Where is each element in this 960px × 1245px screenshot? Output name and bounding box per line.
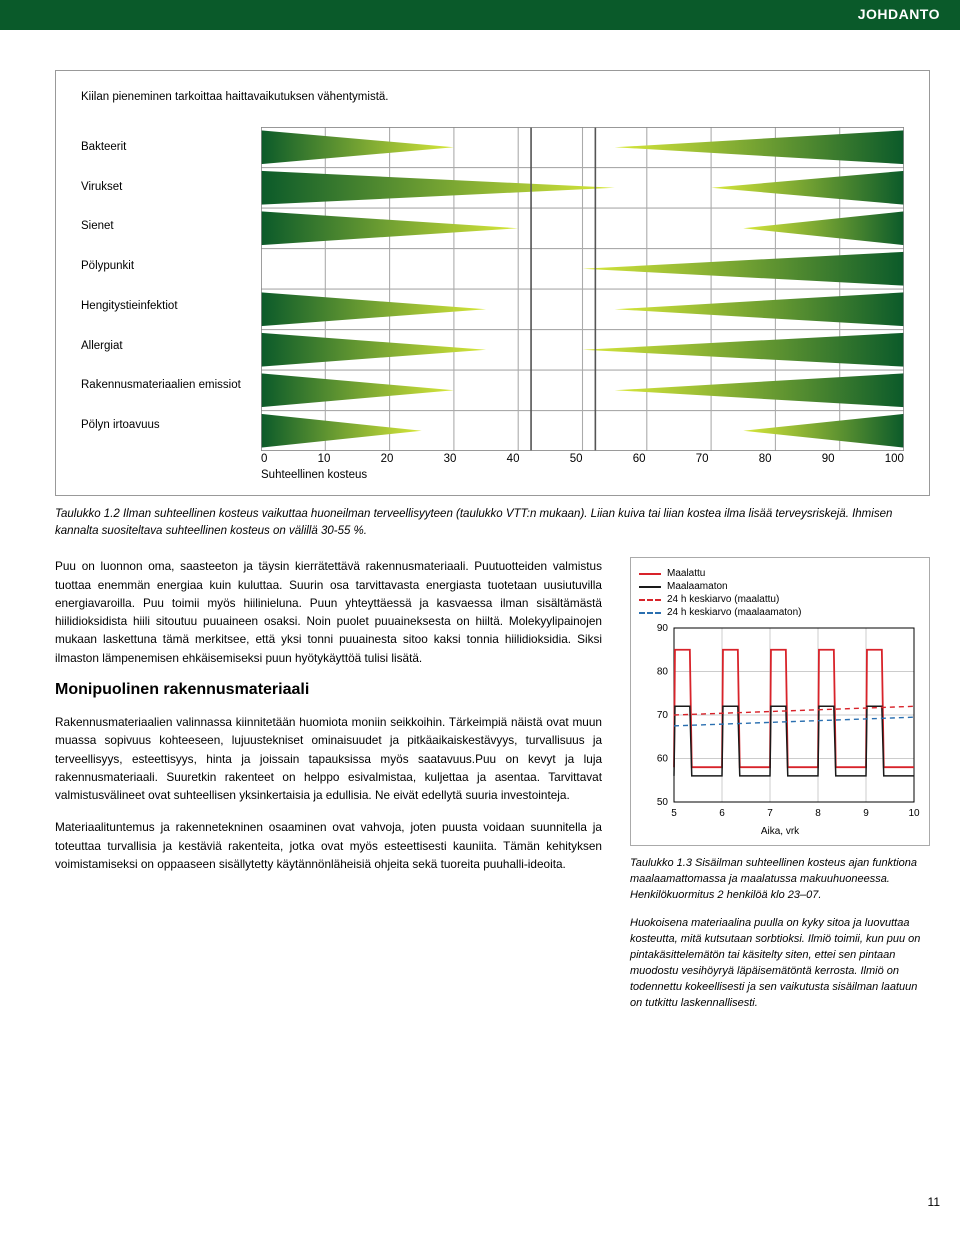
chart1-xtick: 10 — [318, 453, 331, 465]
legend-item: 24 h keskiarvo (maalaamaton) — [639, 607, 921, 618]
right-column: Maalattu Maalaamaton 24 h keskiarvo (maala… — [630, 557, 930, 1011]
heading-monipuolinen: Monipuolinen rakennusmateriaali — [55, 681, 602, 699]
legend-label: 24 h keskiarvo (maalattu) — [667, 594, 779, 605]
legend-item: Maalaamaton — [639, 581, 921, 592]
chart1-xtick: 30 — [444, 453, 457, 465]
humidity-wedge-chart — [261, 127, 904, 451]
chart1-row-label: Bakteerit — [81, 129, 261, 165]
svg-text:70: 70 — [657, 710, 669, 721]
chart1-xtick: 60 — [633, 453, 646, 465]
chart2-box: Maalattu Maalaamaton 24 h keskiarvo (maala… — [630, 557, 930, 846]
legend-swatch — [639, 599, 661, 601]
chart1-caption: Kiilan pieneminen tarkoittaa haittavaiku… — [81, 91, 904, 103]
chart1-row-labels: Bakteerit ViruksetSienet Pölypunkit Hengity… — [81, 127, 261, 451]
chart1-xaxis: 0 10 20 30 40 50 60 70 80 90 100 — [261, 451, 904, 467]
svg-text:7: 7 — [767, 808, 773, 819]
table-1-3-caption: Taulukko 1.3 Sisäilman suhteellinen kost… — [630, 856, 930, 904]
paragraph-3: Materiaalituntemus ja rakennetekninen os… — [55, 818, 602, 873]
chart1-xlabel: Suhteellinen kosteus — [261, 469, 904, 481]
chart1-xtick: 100 — [885, 453, 904, 465]
chart1-xtick: 40 — [507, 453, 520, 465]
legend-label: 24 h keskiarvo (maalaamaton) — [667, 607, 802, 618]
legend-item: 24 h keskiarvo (maalattu) — [639, 594, 921, 605]
svg-text:50: 50 — [657, 797, 669, 808]
chart2-xlabel: Aika, vrk — [639, 826, 921, 837]
table-1-2-caption: Taulukko 1.2 Ilman suhteellinen kosteus … — [55, 506, 930, 539]
legend-swatch — [639, 612, 661, 614]
legend-label: Maalaamaton — [667, 581, 728, 592]
chart1-xtick: 50 — [570, 453, 583, 465]
chart1-xtick: 0 — [261, 453, 267, 465]
chart1-row-label: Pölyn irtoavuus — [81, 407, 261, 443]
svg-text:9: 9 — [863, 808, 869, 819]
chart1-xtick: 20 — [381, 453, 394, 465]
chart1-xtick: 90 — [822, 453, 835, 465]
page-content: Kiilan pieneminen tarkoittaa haittavaiku… — [0, 30, 960, 1012]
svg-text:60: 60 — [657, 754, 669, 765]
chart1-row-label: Pölypunkit — [81, 248, 261, 284]
chart1-row-label: Sienet — [81, 208, 261, 244]
chart1-xtick: 70 — [696, 453, 709, 465]
legend-swatch — [639, 573, 661, 575]
page-number: 11 — [928, 1195, 940, 1209]
chart2-legend: Maalattu Maalaamaton 24 h keskiarvo (maala… — [639, 568, 921, 618]
chart1-row-label: Allergiat — [81, 328, 261, 364]
legend-swatch — [639, 586, 661, 588]
legend-label: Maalattu — [667, 568, 705, 579]
svg-text:90: 90 — [657, 623, 669, 634]
svg-text:6: 6 — [719, 808, 725, 819]
paragraph-1: Puu on luonnon oma, saasteeton ja täysin… — [55, 557, 602, 667]
chart1-row-label: Hengitystieinfektiot — [81, 288, 261, 324]
header-bar: JOHDANTO — [0, 0, 960, 30]
legend-item: Maalattu — [639, 568, 921, 579]
chart1-row-label: Rakennusmateriaalien emissiot — [81, 367, 261, 403]
chart1-box: Kiilan pieneminen tarkoittaa haittavaiku… — [55, 70, 930, 496]
chart1-xtick: 80 — [759, 453, 772, 465]
header-title: JOHDANTO — [858, 6, 940, 22]
svg-text:5: 5 — [671, 808, 677, 819]
sorptio-text: Huokoisena materiaalina puulla on kyky s… — [630, 916, 930, 1012]
chart1-row-label: Virukset — [81, 169, 261, 205]
left-column: Puu on luonnon oma, saasteeton ja täysin… — [55, 557, 602, 1011]
paragraph-2: Rakennusmateriaalien valinnassa kiinnite… — [55, 713, 602, 804]
svg-text:8: 8 — [815, 808, 821, 819]
humidity-time-chart: 50 60 70 80 90 5 6 7 8 9 10 — [639, 622, 921, 822]
svg-text:10: 10 — [908, 808, 920, 819]
svg-text:80: 80 — [657, 667, 669, 678]
